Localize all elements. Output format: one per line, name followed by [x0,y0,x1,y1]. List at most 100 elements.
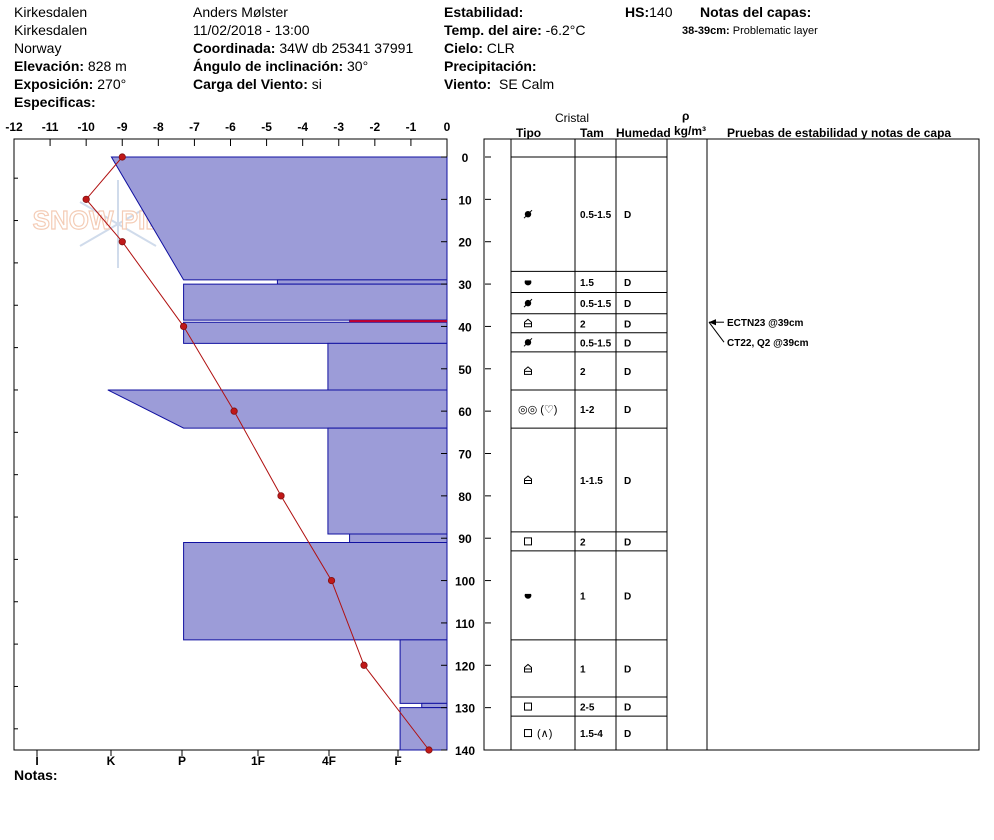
temp-tick-label: -8 [153,120,164,134]
layer-humidity: D [624,476,631,487]
temperature-point [179,322,188,331]
temp-tick-label: -9 [117,120,128,134]
notes-label: Notas: [14,767,58,783]
grain-depth-hoar-icon [524,318,532,328]
snow-height: HS:140 [625,4,672,20]
grain-faceted-icon [524,702,532,711]
type-header: Tipo [516,126,542,140]
test-leader [708,321,725,343]
hardness-bar [327,342,448,391]
depth-tick-label: 100 [455,575,475,589]
location: Kirkesdalen [14,4,88,20]
hardness-bar [183,283,448,321]
temp-tick-label: -6 [225,120,236,134]
layer-size: 2 [580,367,586,378]
arrow-icon [709,319,716,326]
layer-size: 1.5-4 [580,729,603,740]
slope-angle-label: Ángulo de inclinación: [193,58,344,74]
layer-humidity: D [624,299,631,310]
hardness-bar [110,156,448,281]
coordinate-label: Coordinada: [193,40,276,56]
specifics-label: Especificas: [14,94,96,110]
hardness-bar [327,427,448,535]
grain-square [524,729,532,738]
layer-table-frame [483,138,980,751]
sky-value: CLR [486,40,515,56]
temp-tick-label: -5 [261,120,272,134]
grain-slash [523,337,533,347]
sublocation: Kirkesdalen [14,22,88,38]
layer-size: 1.5 [580,278,594,289]
stability-test-label: CT22, Q2 @39cm [727,338,809,349]
depth-tick-label: 20 [458,236,472,250]
layer-size: 1-2 [580,405,595,416]
coordinate: Coordinada: 34W db 25341 37991 [193,40,413,56]
wind-value: SE Calm [498,76,555,92]
depth-tick-label: 80 [458,490,472,504]
hardness-tick-label: 1F [251,754,265,768]
temp-tick-label: -3 [333,120,344,134]
grain-hoar [524,318,532,328]
layer-notes-label: Notas del capas: [700,4,812,20]
hardness-tick-label: F [394,754,401,768]
sky: Cielo: CLR [444,40,515,56]
coordinate-value: 34W db 25341 37991 [279,40,414,56]
wind-load-value: si [311,76,322,92]
elevation-label: Elevación: [14,58,85,74]
grain-faceted-depthhoar-icon: (∧) [524,728,552,740]
hardness-tick-label: K [107,754,116,768]
datetime: 11/02/2018 - 13:00 [193,22,310,38]
grain-text: (∧) [537,728,552,740]
depth-tick-label: 70 [458,448,472,462]
hardness-bar [183,541,448,641]
layer-humidity: D [624,703,631,714]
hardness-bar [399,639,448,704]
elevation-value: 828 m [87,58,127,74]
grain-rounded-icon [524,278,532,286]
grain-faceted-icon [524,537,532,546]
wind-label: Viento: [444,76,492,92]
stability-test-label: ECTN23 @39cm [727,318,804,329]
temperature-point [230,407,238,415]
depth-tick-label: 140 [455,744,475,758]
temp-tick-label: -7 [189,120,200,134]
air-temp-label: Temp. del aire: [444,22,542,38]
hardness-bar [107,389,448,429]
depth-tick-label: 130 [455,702,475,716]
layer-humidity: D [624,338,631,349]
temp-tick-label: -10 [77,120,95,134]
exposure-value: 270° [97,76,127,92]
temp-tick-label: 0 [444,120,451,134]
rho-header: ρ [682,109,690,123]
tests-header: Pruebas de estabilidad y notas de capa [727,126,952,140]
temp-tick-label: -12 [5,120,23,134]
layer-size: 0.5-1.5 [580,338,612,349]
grain-melt-forms-icon: ◎◎ (♡) [518,404,557,416]
layer-size: 0.5-1.5 [580,210,612,221]
layer-humidity: D [624,664,631,675]
layer-humidity: D [624,319,631,330]
temperature-point [118,238,126,246]
layer-humidity: D [624,367,631,378]
temperature-point [360,661,368,669]
hardness-bar [276,279,448,285]
depth-tick-label: 40 [458,320,472,334]
grain-depth-hoar-icon [524,663,532,673]
slope-angle-value: 30° [347,58,369,74]
depth-tick-label: 110 [455,617,475,631]
temperature-point [425,746,433,754]
grain-slash [523,209,533,219]
slope-angle: Ángulo de inclinación: 30° [193,58,368,74]
grain-slash [523,298,533,308]
temp-tick-label: -4 [297,120,308,134]
sky-label: Cielo: [444,40,483,56]
wind: Viento: SE Calm [444,76,554,92]
grain-hoar [524,475,532,484]
grain-depth-hoar-icon [524,366,532,375]
layer-note-text: Problematic layer [732,25,818,37]
layer-humidity: D [624,537,631,548]
layer-note: 38-39cm: Problematic layer [682,23,818,39]
grain-cap [524,591,532,594]
depth-tick-label: 90 [458,532,472,546]
grain-text: ◎◎ (♡) [518,404,557,416]
